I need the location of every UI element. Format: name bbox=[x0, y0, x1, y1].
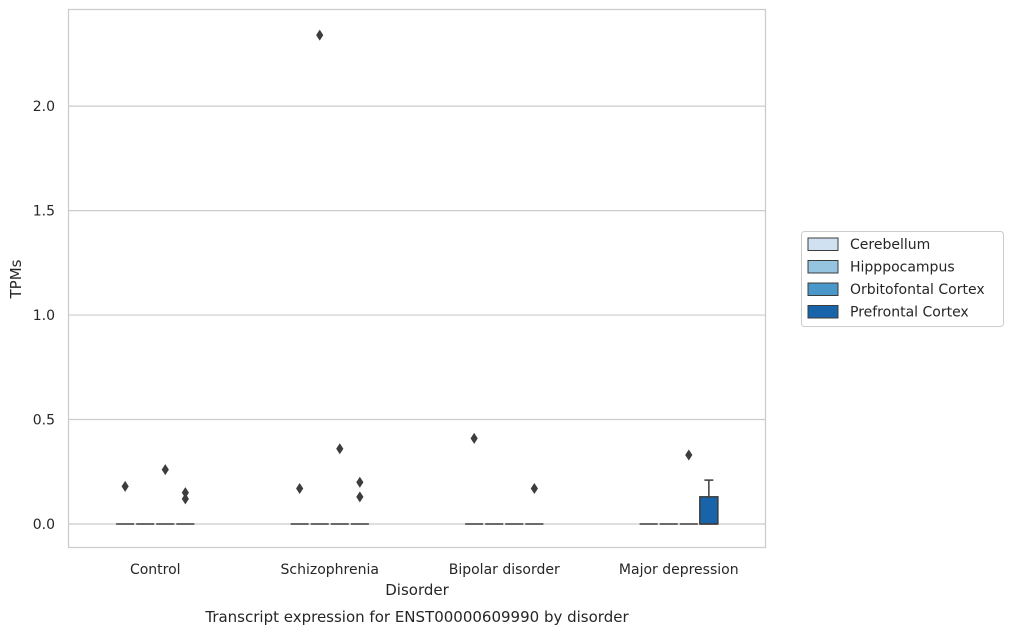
box-group bbox=[176, 487, 195, 525]
chart-caption: Transcript expression for ENST0000060999… bbox=[204, 608, 629, 626]
y-tick-label: 0.0 bbox=[33, 517, 55, 533]
boxes bbox=[116, 29, 719, 525]
legend-label: Hipppocampus bbox=[850, 260, 955, 276]
legend: Cerebellum Hipppocampus Orbitofontal Corte… bbox=[801, 231, 1004, 327]
legend-frame bbox=[801, 231, 1004, 327]
box-group bbox=[465, 432, 484, 525]
legend-label: Orbitofontal Cortex bbox=[850, 282, 985, 298]
y-tick-label: 1.0 bbox=[33, 308, 55, 324]
outlier-point bbox=[296, 482, 304, 494]
box bbox=[699, 496, 719, 525]
box-group bbox=[699, 479, 719, 525]
x-tick-label: Schizophrenia bbox=[281, 562, 379, 578]
box-group bbox=[350, 476, 369, 525]
y-tick-label: 0.5 bbox=[33, 413, 55, 429]
y-tick-label: 1.5 bbox=[33, 204, 55, 220]
plot-frame bbox=[67, 8, 767, 549]
outlier-point bbox=[530, 482, 538, 494]
legend-label: Prefrontal Cortex bbox=[850, 305, 969, 321]
outlier-point bbox=[356, 476, 364, 488]
y-tick-labels: 0.0 0.5 1.0 1.5 2.0 bbox=[33, 99, 55, 533]
legend-swatch bbox=[807, 260, 839, 274]
outlier-point bbox=[181, 487, 189, 499]
outlier-point bbox=[470, 432, 478, 444]
y-axis-label: TPMs bbox=[7, 259, 25, 299]
outlier-point bbox=[685, 449, 693, 461]
box-group bbox=[679, 449, 698, 525]
legend-label: Cerebellum bbox=[850, 237, 930, 253]
outlier-point bbox=[181, 493, 189, 505]
x-axis-label: Disorder bbox=[385, 581, 449, 599]
outlier-point bbox=[161, 464, 169, 476]
outlier-point bbox=[336, 443, 344, 455]
x-tick-labels: Control Schizophrenia Bipolar disorder Majo… bbox=[130, 562, 739, 578]
legend-swatch bbox=[807, 282, 839, 296]
x-tick-label: Control bbox=[130, 562, 181, 578]
box-group bbox=[290, 482, 309, 525]
legend-swatch bbox=[807, 237, 839, 251]
outlier-point bbox=[121, 480, 129, 492]
box-group bbox=[310, 29, 329, 525]
outlier-point bbox=[316, 29, 324, 41]
x-tick-label: Bipolar disorder bbox=[449, 562, 560, 578]
x-tick-label: Major depression bbox=[619, 562, 739, 578]
y-tick-label: 2.0 bbox=[33, 99, 55, 115]
box-group bbox=[525, 482, 544, 525]
outlier-point bbox=[356, 491, 364, 503]
box-group bbox=[116, 480, 135, 525]
box-group bbox=[330, 443, 349, 525]
box-group bbox=[156, 464, 175, 525]
legend-swatch bbox=[807, 305, 839, 319]
